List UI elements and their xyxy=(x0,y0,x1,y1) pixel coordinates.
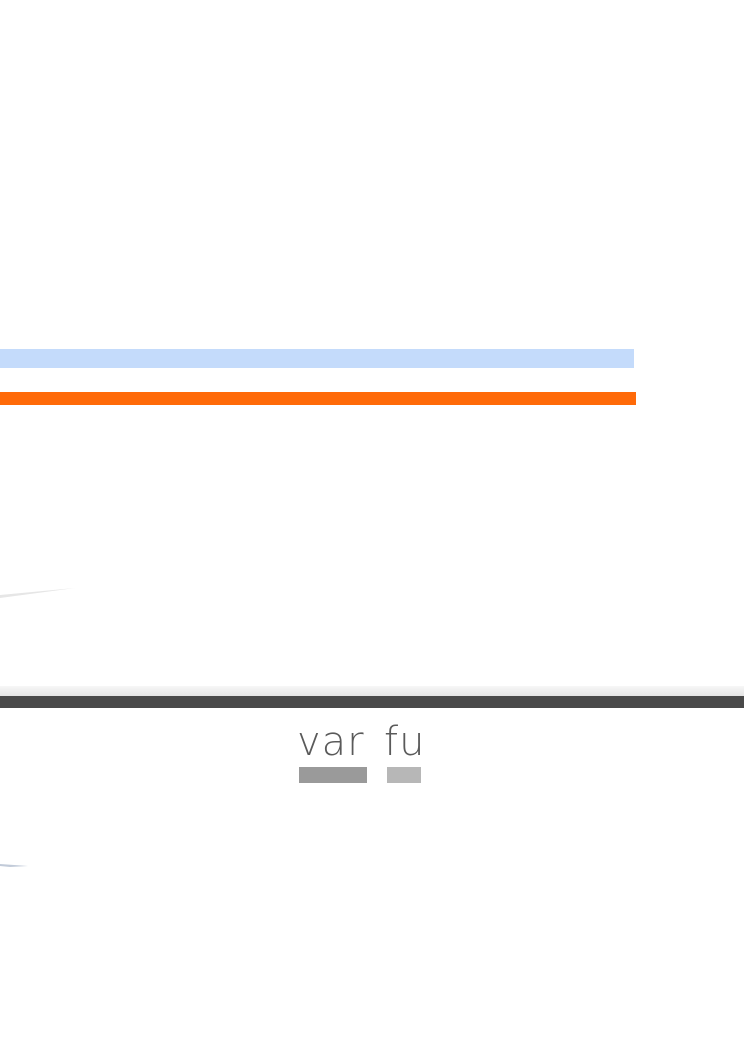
logo-block-left xyxy=(299,767,367,783)
accent-bar xyxy=(0,392,636,405)
light-streak-decoration xyxy=(0,588,75,598)
blue-streak-decoration xyxy=(0,864,28,867)
logo-block-right xyxy=(387,767,421,783)
highlight-bar xyxy=(0,349,634,368)
logo-word-var: var xyxy=(297,719,365,765)
toolbar-strip xyxy=(0,696,744,708)
toolbar-divider xyxy=(0,686,744,696)
varfu-logo: var fu xyxy=(297,718,427,788)
logo-word-fu: fu xyxy=(384,719,426,765)
